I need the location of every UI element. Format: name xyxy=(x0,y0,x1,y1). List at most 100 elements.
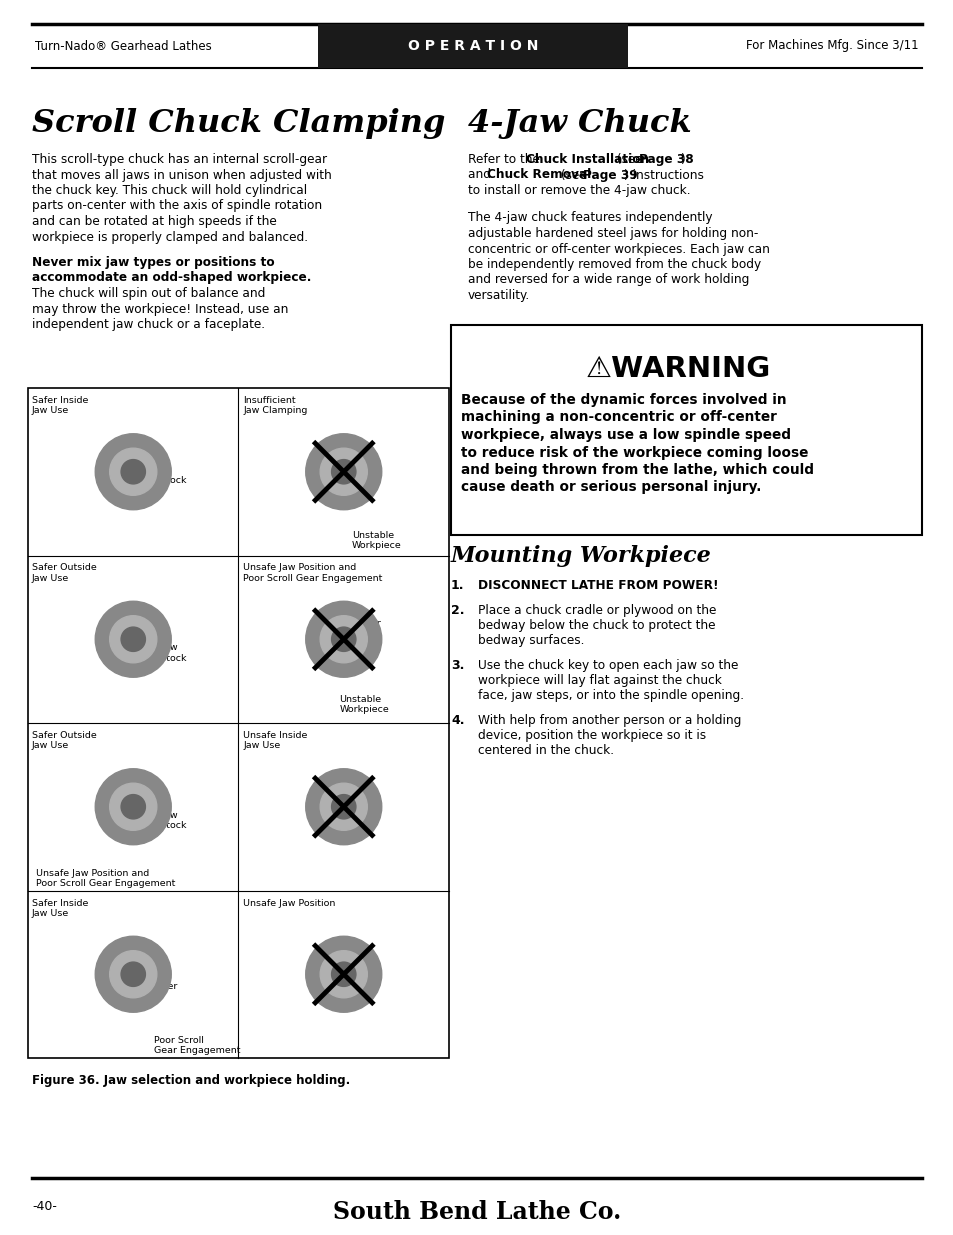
Text: face, jaw steps, or into the spindle opening.: face, jaw steps, or into the spindle ope… xyxy=(477,689,743,701)
Circle shape xyxy=(320,448,367,495)
Text: that moves all jaws in unison when adjusted with: that moves all jaws in unison when adjus… xyxy=(32,168,332,182)
Circle shape xyxy=(332,962,355,987)
Circle shape xyxy=(95,768,172,845)
Text: DISCONNECT LATHE FROM POWER!: DISCONNECT LATHE FROM POWER! xyxy=(477,579,718,592)
Circle shape xyxy=(110,951,156,998)
Text: workpiece is properly clamped and balanced.: workpiece is properly clamped and balanc… xyxy=(32,231,308,243)
Text: (see: (see xyxy=(557,168,590,182)
Text: Shallow
Bar Stock: Shallow Bar Stock xyxy=(141,810,187,830)
Text: Bar Stock: Bar Stock xyxy=(141,475,187,485)
Text: For Machines Mfg. Since 3/11: For Machines Mfg. Since 3/11 xyxy=(745,40,918,53)
Text: the chuck key. This chuck will hold cylindrical: the chuck key. This chuck will hold cyli… xyxy=(32,184,307,198)
Circle shape xyxy=(121,627,145,651)
Text: and reversed for a wide range of work holding: and reversed for a wide range of work ho… xyxy=(468,273,749,287)
Text: Poor Scroll
Gear Engagement: Poor Scroll Gear Engagement xyxy=(154,1036,240,1056)
Text: workpiece will lay flat against the chuck: workpiece will lay flat against the chuc… xyxy=(477,674,721,687)
Text: With help from another person or a holding: With help from another person or a holdi… xyxy=(477,714,740,727)
FancyBboxPatch shape xyxy=(317,23,627,68)
FancyBboxPatch shape xyxy=(28,388,449,1058)
Text: Place a chuck cradle or plywood on the: Place a chuck cradle or plywood on the xyxy=(477,604,716,618)
Text: Poor
Grip: Poor Grip xyxy=(360,619,381,638)
Circle shape xyxy=(121,794,145,819)
Text: Never mix jaw types or positions to: Never mix jaw types or positions to xyxy=(32,256,274,269)
Circle shape xyxy=(320,616,367,663)
Text: cause death or serious personal injury.: cause death or serious personal injury. xyxy=(460,480,760,494)
Circle shape xyxy=(110,448,156,495)
Text: Unstable
Workpiece: Unstable Workpiece xyxy=(352,531,401,550)
Text: Unsafe Inside
Jaw Use: Unsafe Inside Jaw Use xyxy=(243,731,308,751)
Text: Use the chuck key to open each jaw so the: Use the chuck key to open each jaw so th… xyxy=(477,659,738,672)
Text: may throw the workpiece! Instead, use an: may throw the workpiece! Instead, use an xyxy=(32,303,288,315)
Text: device, position the workpiece so it is: device, position the workpiece so it is xyxy=(477,729,705,742)
Text: ) instructions: ) instructions xyxy=(623,168,703,182)
Circle shape xyxy=(332,459,355,484)
Text: Mounting Workpiece: Mounting Workpiece xyxy=(451,545,711,567)
Text: to reduce risk of the workpiece coming loose: to reduce risk of the workpiece coming l… xyxy=(460,446,807,459)
Text: bedway below the chuck to protect the: bedway below the chuck to protect the xyxy=(477,619,715,632)
Circle shape xyxy=(305,768,381,845)
Text: bedway surfaces.: bedway surfaces. xyxy=(477,634,584,647)
Text: (see: (see xyxy=(613,153,646,165)
Text: South Bend Lathe Co.: South Bend Lathe Co. xyxy=(333,1200,620,1224)
Text: Safer Outside
Jaw Use: Safer Outside Jaw Use xyxy=(32,731,96,751)
Text: Unstable
Workpiece: Unstable Workpiece xyxy=(339,695,389,714)
Circle shape xyxy=(95,433,172,510)
FancyBboxPatch shape xyxy=(451,325,921,535)
Text: Because of the dynamic forces involved in: Because of the dynamic forces involved i… xyxy=(460,393,786,408)
Text: Cylinder: Cylinder xyxy=(138,982,177,992)
Text: independent jaw chuck or a faceplate.: independent jaw chuck or a faceplate. xyxy=(32,317,265,331)
Text: Refer to the: Refer to the xyxy=(468,153,543,165)
Circle shape xyxy=(332,627,355,651)
Text: to install or remove the 4-jaw chuck.: to install or remove the 4-jaw chuck. xyxy=(468,184,690,198)
Text: -40-: -40- xyxy=(32,1200,57,1213)
Text: be independently removed from the chuck body: be independently removed from the chuck … xyxy=(468,258,760,270)
Circle shape xyxy=(121,459,145,484)
Text: concentric or off-center workpieces. Each jaw can: concentric or off-center workpieces. Eac… xyxy=(468,242,769,256)
Text: O P E R A T I O N: O P E R A T I O N xyxy=(407,40,537,53)
Text: Unsafe Jaw Position: Unsafe Jaw Position xyxy=(243,899,335,908)
Text: centered in the chuck.: centered in the chuck. xyxy=(477,743,614,757)
Text: ⚠WARNING: ⚠WARNING xyxy=(585,354,770,383)
Text: Page 38: Page 38 xyxy=(639,153,693,165)
Text: 2.: 2. xyxy=(451,604,464,618)
Text: Shallow
Bar Stock: Shallow Bar Stock xyxy=(141,643,187,663)
Text: and can be rotated at high speeds if the: and can be rotated at high speeds if the xyxy=(32,215,276,228)
Circle shape xyxy=(95,601,172,677)
Text: The chuck will spin out of balance and: The chuck will spin out of balance and xyxy=(32,287,265,300)
Circle shape xyxy=(121,962,145,987)
Text: Safer Outside
Jaw Use: Safer Outside Jaw Use xyxy=(32,563,96,583)
Circle shape xyxy=(110,616,156,663)
Text: This scroll-type chuck has an internal scroll-gear: This scroll-type chuck has an internal s… xyxy=(32,153,327,165)
Text: ): ) xyxy=(679,153,684,165)
Text: Chuck Installation: Chuck Installation xyxy=(525,153,648,165)
Text: Unsafe Jaw Position and
Poor Scroll Gear Engagement: Unsafe Jaw Position and Poor Scroll Gear… xyxy=(36,868,175,888)
Circle shape xyxy=(305,601,381,677)
Circle shape xyxy=(320,783,367,830)
Text: 3.: 3. xyxy=(451,659,464,672)
Text: Scroll Chuck Clamping: Scroll Chuck Clamping xyxy=(32,107,445,140)
Text: adjustable hardened steel jaws for holding non-: adjustable hardened steel jaws for holdi… xyxy=(468,227,758,240)
Text: machining a non-concentric or off-center: machining a non-concentric or off-center xyxy=(460,410,776,425)
Text: and: and xyxy=(468,168,495,182)
Circle shape xyxy=(305,433,381,510)
Text: 4-Jaw Chuck: 4-Jaw Chuck xyxy=(468,107,691,140)
Text: Safer Inside
Jaw Use: Safer Inside Jaw Use xyxy=(32,899,89,918)
Text: Unsafe Jaw Position and
Poor Scroll Gear Engagement: Unsafe Jaw Position and Poor Scroll Gear… xyxy=(243,563,382,583)
Circle shape xyxy=(305,936,381,1013)
Text: Insufficient
Jaw Clamping: Insufficient Jaw Clamping xyxy=(243,396,308,415)
Circle shape xyxy=(95,936,172,1013)
Text: versatility.: versatility. xyxy=(468,289,530,303)
Text: workpiece, always use a low spindle speed: workpiece, always use a low spindle spee… xyxy=(460,429,790,442)
Text: accommodate an odd-shaped workpiece.: accommodate an odd-shaped workpiece. xyxy=(32,272,311,284)
Text: 4.: 4. xyxy=(451,714,464,727)
Text: Figure 36. Jaw selection and workpiece holding.: Figure 36. Jaw selection and workpiece h… xyxy=(32,1074,350,1087)
Text: The 4-jaw chuck features independently: The 4-jaw chuck features independently xyxy=(468,211,712,225)
Text: and being thrown from the lathe, which could: and being thrown from the lathe, which c… xyxy=(460,463,813,477)
Text: Safer Inside
Jaw Use: Safer Inside Jaw Use xyxy=(32,396,89,415)
Text: parts on-center with the axis of spindle rotation: parts on-center with the axis of spindle… xyxy=(32,200,322,212)
Circle shape xyxy=(110,783,156,830)
Circle shape xyxy=(332,794,355,819)
Text: Page 39: Page 39 xyxy=(582,168,637,182)
Circle shape xyxy=(320,951,367,998)
Text: Chuck Removal: Chuck Removal xyxy=(486,168,591,182)
